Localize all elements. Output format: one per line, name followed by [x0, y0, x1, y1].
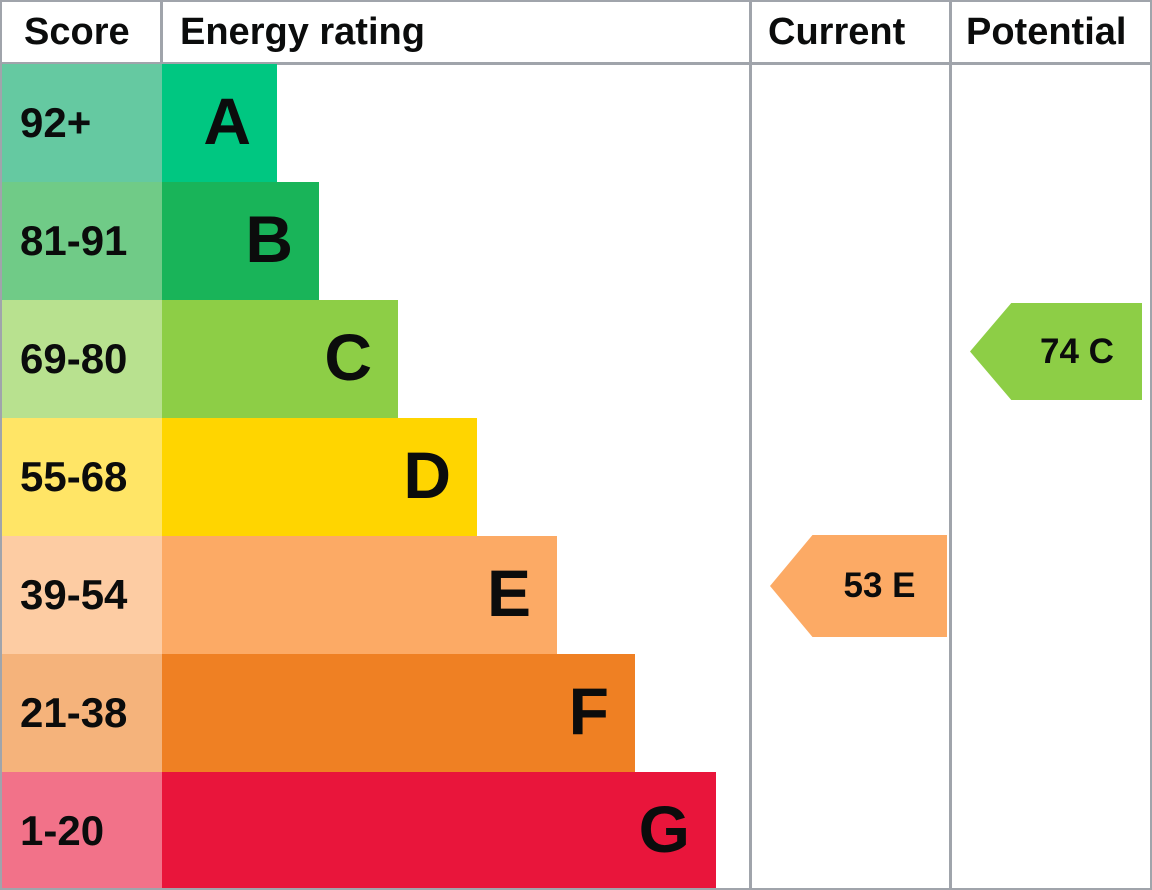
- band-a-score-cell: 92+: [2, 64, 162, 182]
- band-a-bar: A: [162, 64, 277, 182]
- score-column-header: Score: [24, 11, 130, 53]
- band-f-score-cell: 21-38: [2, 654, 162, 772]
- energy-rating-column-header: Energy rating: [180, 11, 425, 53]
- band-row-g: 1-20 G: [2, 772, 1150, 888]
- band-b-score-cell: 81-91: [2, 182, 162, 300]
- score-column-divider: [160, 2, 163, 65]
- current-column-divider: [749, 2, 752, 888]
- band-f-bar: F: [162, 654, 635, 772]
- potential-rating-arrow: 74 C: [970, 303, 1142, 400]
- band-row-b: 81-91 B: [2, 182, 1150, 300]
- band-e-bar: E: [162, 536, 557, 654]
- potential-column-divider: [949, 2, 952, 888]
- band-c-score-cell: 69-80: [2, 300, 162, 418]
- band-g-bar: G: [162, 772, 716, 888]
- band-row-a: 92+ A: [2, 64, 1150, 182]
- band-g-score-cell: 1-20: [2, 772, 162, 888]
- potential-column-header: Potential: [966, 11, 1127, 53]
- band-row-f: 21-38 F: [2, 654, 1150, 772]
- band-b-bar: B: [162, 182, 319, 300]
- band-c-bar: C: [162, 300, 398, 418]
- band-row-c: 69-80 C: [2, 300, 1150, 418]
- header-divider: [2, 62, 1150, 65]
- band-row-d: 55-68 D: [2, 418, 1150, 536]
- current-column-header: Current: [768, 11, 906, 53]
- band-d-score-cell: 55-68: [2, 418, 162, 536]
- band-row-e: 39-54 E: [2, 536, 1150, 654]
- band-e-score-cell: 39-54: [2, 536, 162, 654]
- current-rating-arrow: 53 E: [770, 535, 947, 637]
- band-d-bar: D: [162, 418, 477, 536]
